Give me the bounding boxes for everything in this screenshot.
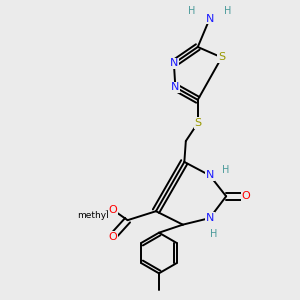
Text: N: N (206, 170, 214, 180)
Text: H: H (188, 6, 196, 16)
Text: H: H (210, 229, 217, 238)
Text: O: O (108, 232, 117, 242)
Text: N: N (170, 58, 178, 68)
Text: methyl: methyl (77, 211, 109, 220)
Text: H: H (224, 6, 231, 16)
Text: N: N (206, 14, 214, 24)
Text: N: N (171, 82, 180, 92)
Text: S: S (194, 118, 201, 128)
Text: S: S (218, 52, 225, 62)
Text: N: N (206, 213, 214, 223)
Text: O: O (108, 205, 117, 215)
Text: O: O (241, 191, 250, 201)
Text: H: H (223, 165, 230, 175)
